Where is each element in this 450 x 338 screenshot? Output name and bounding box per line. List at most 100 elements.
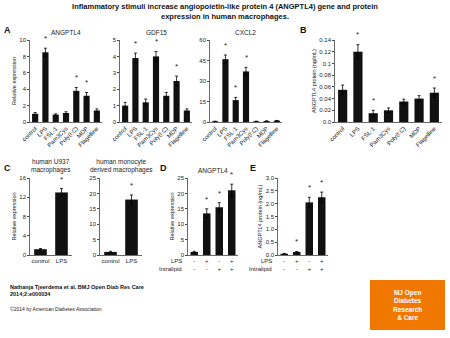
svg-text:Flagelline: Flagelline: [257, 125, 280, 148]
svg-text:3.0: 3.0: [266, 175, 275, 181]
svg-text:D: D: [160, 163, 167, 173]
svg-text:ANGPTL4: ANGPTL4: [198, 167, 228, 174]
svg-text:Flagelline: Flagelline: [415, 125, 438, 148]
svg-text:*: *: [433, 74, 436, 83]
svg-text:0: 0: [203, 119, 207, 125]
svg-text:*: *: [356, 30, 359, 39]
svg-text:+-: +-: [295, 258, 299, 272]
svg-text:FSL-1: FSL-1: [360, 125, 376, 141]
svg-text:MJ OpenDiabetesResearch& Care: MJ OpenDiabetesResearch& Care: [393, 289, 422, 321]
svg-text:LPS: LPS: [261, 258, 272, 264]
svg-text:15: 15: [89, 206, 96, 212]
svg-text:Pam3Cys: Pam3Cys: [369, 126, 392, 149]
svg-text:16: 16: [19, 175, 26, 181]
svg-text:*: *: [224, 41, 227, 50]
svg-text:0.0: 0.0: [323, 119, 332, 125]
svg-text:10: 10: [89, 221, 96, 227]
svg-text:Poly(I:C): Poly(I:C): [386, 126, 407, 147]
svg-text:4: 4: [23, 233, 27, 239]
svg-text:*: *: [60, 175, 63, 184]
svg-text:0.02: 0.02: [319, 107, 331, 113]
svg-text:0: 0: [23, 252, 27, 258]
svg-text:human monocytederived macropha: human monocytederived macrophages: [90, 158, 153, 174]
svg-text:Poly(I:C): Poly(I:C): [238, 126, 259, 147]
svg-text:++: ++: [230, 258, 234, 272]
svg-text:2.5: 2.5: [266, 188, 275, 194]
svg-text:LPS: LPS: [36, 126, 48, 138]
svg-text:Intralipid: Intralipid: [249, 266, 272, 272]
svg-text:©2014 by American Diabetes Ass: ©2014 by American Diabetes Association: [10, 306, 102, 312]
svg-text:15: 15: [199, 99, 206, 105]
svg-text:Relative expression: Relative expression: [11, 193, 17, 241]
svg-text:control: control: [328, 126, 345, 143]
svg-text:5: 5: [113, 37, 117, 43]
svg-text:ANGPTL4 protein (ng/mL): ANGPTL4 protein (ng/mL): [311, 49, 317, 113]
svg-text:human U937macrophages: human U937macrophages: [31, 158, 71, 174]
svg-text:LPS: LPS: [126, 126, 138, 138]
svg-text:0.06: 0.06: [319, 84, 331, 90]
svg-text:*: *: [134, 39, 137, 48]
svg-text:A: A: [4, 25, 11, 35]
svg-text:*: *: [372, 96, 375, 105]
svg-text:LPS: LPS: [171, 258, 182, 264]
svg-text:*: *: [85, 78, 88, 87]
svg-text:25: 25: [177, 175, 184, 181]
svg-text:control: control: [101, 258, 119, 264]
svg-text:0.14: 0.14: [319, 37, 331, 43]
svg-text:CXCL2: CXCL2: [235, 29, 256, 36]
svg-text:LPS: LPS: [348, 126, 360, 138]
svg-text:12: 12: [19, 194, 26, 200]
svg-text:*: *: [218, 189, 221, 198]
svg-text:1: 1: [113, 103, 117, 109]
svg-text:Flagelline: Flagelline: [167, 125, 190, 148]
svg-text:+-: +-: [205, 258, 209, 272]
svg-text:*: *: [175, 62, 178, 71]
svg-text:ANGPTL4: ANGPTL4: [51, 29, 81, 36]
svg-text:GDF15: GDF15: [146, 29, 167, 36]
svg-text:*: *: [205, 195, 208, 204]
svg-text:*: *: [295, 237, 298, 246]
svg-text:*: *: [75, 73, 78, 82]
svg-text:C: C: [4, 163, 11, 173]
svg-text:control: control: [111, 126, 128, 143]
svg-text:25: 25: [89, 175, 96, 181]
svg-text:MDP: MDP: [166, 126, 180, 140]
svg-text:0.08: 0.08: [319, 72, 331, 78]
svg-text:*: *: [245, 53, 248, 62]
svg-text:LPS: LPS: [56, 258, 67, 264]
svg-text:0.1: 0.1: [323, 61, 332, 67]
svg-text:30: 30: [199, 78, 206, 84]
svg-text:LPS: LPS: [216, 126, 228, 138]
svg-text:0: 0: [113, 119, 117, 125]
svg-text:FSL-1: FSL-1: [43, 125, 59, 141]
svg-text:15: 15: [177, 206, 184, 212]
svg-text:Relative expression: Relative expression: [169, 193, 175, 241]
svg-text:2: 2: [23, 103, 27, 109]
svg-text:*: *: [130, 181, 133, 190]
svg-text:8: 8: [23, 54, 27, 60]
svg-text:Flagelline: Flagelline: [77, 125, 100, 148]
svg-text:Nathanja Tjeerdema et al. BMJ: Nathanja Tjeerdema et al. BMJ Open Diab …: [10, 284, 144, 297]
svg-text:2.0: 2.0: [266, 201, 275, 207]
svg-text:45: 45: [199, 58, 206, 64]
svg-text:3: 3: [113, 70, 117, 76]
svg-text:--: --: [193, 258, 195, 272]
svg-text:*: *: [44, 34, 47, 43]
svg-text:Pam3Cys: Pam3Cys: [226, 126, 249, 149]
svg-text:MDP: MDP: [76, 126, 90, 140]
svg-text:10: 10: [177, 221, 184, 227]
svg-text:8: 8: [23, 214, 27, 220]
svg-text:-+: -+: [217, 258, 221, 272]
svg-text:Poly(I:C): Poly(I:C): [58, 126, 79, 147]
svg-text:--: --: [283, 258, 285, 272]
svg-text:E: E: [250, 163, 256, 173]
svg-text:Poly(I:C): Poly(I:C): [148, 126, 169, 147]
svg-text:2: 2: [113, 86, 117, 92]
svg-text:4: 4: [113, 54, 117, 60]
svg-text:0.5: 0.5: [266, 239, 275, 245]
svg-text:++: ++: [320, 258, 324, 272]
svg-text:1.5: 1.5: [266, 214, 275, 220]
svg-text:B: B: [300, 25, 307, 35]
svg-text:20: 20: [89, 191, 96, 197]
svg-text:0.12: 0.12: [319, 49, 331, 55]
